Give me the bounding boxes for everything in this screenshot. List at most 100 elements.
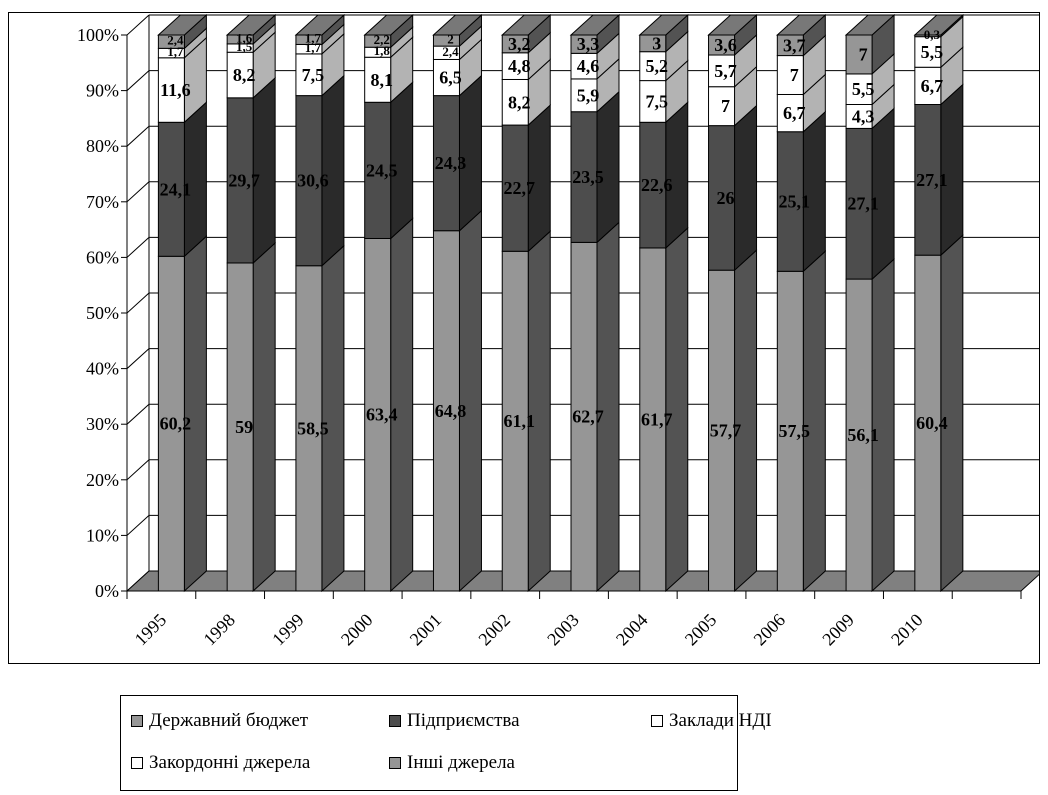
gridline-depth [126,459,150,481]
gridline-depth [126,181,150,203]
data-label-2010-4: 0,3 [924,27,941,42]
data-label-2004-2: 7,5 [646,91,669,111]
data-label-2009-3: 5,5 [852,79,875,99]
data-label-2002-2: 8,2 [508,92,531,112]
data-label-2010-3: 5,5 [921,42,944,62]
bar-top-2005 [707,14,758,36]
data-label-2006-0: 57,5 [779,421,811,441]
data-label-2009-1: 27,1 [847,194,879,214]
legend-label-research-institutes: Заклади НДІ [669,710,772,731]
bar-1995-0 [157,255,185,592]
chart-plot: 0%10%20%30%40%50%60%70%80%90%100%60,224,… [77,13,1039,650]
data-label-2003-3: 4,6 [577,56,600,76]
x-tick-label: 2009 [818,610,858,650]
data-label-2005-3: 5,7 [714,61,737,81]
bar-2004-1 [639,121,667,249]
legend-item-other-sources: Інші джерела [389,752,515,774]
bar-side-1998-0 [252,241,276,593]
data-label-2003-1: 23,5 [572,167,604,187]
data-label-1998-2: 8,2 [233,65,256,85]
legend-label-state-budget: Державний бюджет [149,710,309,731]
y-tick-label: 10% [86,525,119,545]
gridline-depth [126,237,150,258]
legend-label-enterprises: Підприємства [407,710,520,731]
data-label-2000-4: 2,2 [374,32,390,47]
bar-1995-2 [157,57,185,123]
x-tick-label: 2010 [887,610,927,650]
data-label-1995-4: 2,4 [167,33,184,48]
data-label-2009-0: 56,1 [847,425,879,445]
bar-2002-0 [501,250,529,592]
legend-item-research-institutes: Заклади НДІ [651,710,772,732]
bar-top-1998 [225,14,277,36]
data-label-2003-2: 5,9 [577,85,600,105]
data-label-1995-0: 60,2 [160,414,192,434]
data-label-2004-4: 3 [652,33,661,53]
gridline-depth [126,14,150,36]
y-tick-label: 40% [86,359,119,379]
legend-item-enterprises: Підприємства [389,710,520,732]
y-tick-label: 60% [86,247,119,267]
x-tick-label: 2005 [681,610,721,650]
data-label-1999-0: 58,5 [297,418,329,438]
bar-2003-2 [570,78,598,113]
gridline-depth [126,515,150,536]
data-label-2005-1: 26 [717,188,735,208]
data-label-2002-4: 3,2 [508,34,531,54]
data-label-2005-2: 7 [721,96,730,116]
gridline-depth [126,70,150,91]
gridline-depth [126,292,150,314]
x-tick-label: 2006 [750,610,790,650]
data-label-1999-4: 1,7 [305,31,322,46]
bar-top-2010 [913,14,965,36]
data-label-2005-4: 3,6 [714,35,737,55]
x-tick-label: 2002 [474,610,514,650]
bar-2005-1 [708,125,736,271]
legend-swatch-enterprises [389,715,401,727]
data-label-2005-0: 57,7 [710,421,742,441]
bar-2001-0 [432,230,460,592]
x-tick-label: 1999 [268,610,308,650]
gridline-depth [126,403,150,425]
x-tick-label: 2004 [612,610,652,650]
bar-2002-1 [501,124,529,252]
legend-swatch-foreign-sources [131,757,143,769]
data-label-2001-0: 64,8 [435,401,467,421]
data-label-1995-2: 11,6 [160,80,191,100]
data-label-2010-2: 6,7 [921,76,944,96]
bar-2003-1 [570,111,598,243]
legend-swatch-state-budget [131,715,143,727]
bar-2003-3 [570,52,598,80]
bar-2009-0 [845,278,873,592]
legend-label-foreign-sources: Закордонні джерела [149,752,311,773]
bar-2005-0 [708,269,736,592]
data-label-1998-3: 1,5 [236,39,253,54]
y-tick-label: 100% [77,25,119,45]
data-label-1998-0: 59 [235,417,253,437]
bar-2003-0 [570,241,598,592]
data-label-2006-2: 6,7 [783,103,806,123]
bar-1998-0 [226,262,254,592]
bar-1998-1 [226,97,254,264]
bar-2009-3 [845,73,873,105]
bar-2002-3 [501,52,529,80]
data-label-2004-1: 22,6 [641,175,673,195]
bar-1999-0 [295,265,323,592]
bar-2005-3 [708,54,736,88]
data-label-2010-0: 60,4 [916,413,948,433]
chart-frame: 0% 10% 20% 30% 40% 50% 60% 70% 80% 90% 100% 60,2 24,… [8,12,1040,664]
data-label-2010-1: 27,1 [916,170,948,190]
bar-top-1995 [157,14,208,36]
data-label-2009-4: 7 [859,44,868,64]
y-tick-label: 80% [86,136,119,156]
y-tick-label: 20% [86,470,119,490]
bar-top-2000 [363,14,414,36]
data-label-2001-3: 2,4 [442,44,459,59]
legend-item-state-budget: Державний бюджет [131,710,308,732]
bar-top-2009 [844,14,896,36]
bar-1999-2 [295,53,323,97]
bar-2010-1 [914,104,942,256]
bar-2000-1 [364,101,392,239]
bar-2004-2 [639,80,667,123]
bar-side-2005-1 [734,104,758,272]
